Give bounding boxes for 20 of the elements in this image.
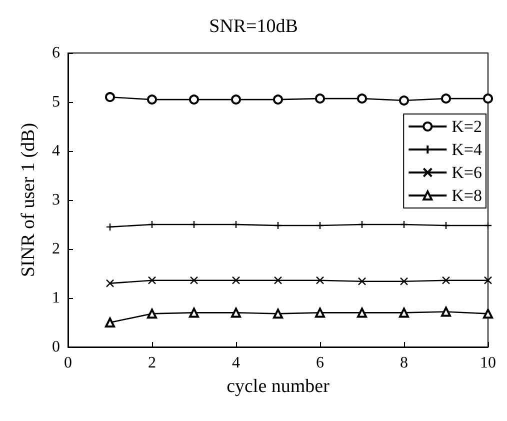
y-tick-label: 6 [52, 44, 60, 62]
x-tick-label: 10 [480, 354, 496, 372]
x-tick-label: 4 [232, 354, 240, 372]
y-tick-label: 3 [52, 192, 60, 208]
legend-label: K=6 [452, 163, 482, 182]
legend-label: K=2 [452, 117, 482, 136]
x-tick-label: 6 [316, 354, 324, 372]
chart-title: SNR=10dB [209, 16, 298, 37]
y-tick-label: 4 [52, 142, 60, 160]
y-tick-label: 1 [52, 290, 60, 306]
legend-label: K=4 [452, 140, 482, 159]
legend-label: K=8 [452, 186, 482, 205]
x-tick-label: 8 [400, 354, 408, 372]
y-tick-label: 5 [52, 94, 60, 110]
x-tick-label: 2 [148, 354, 156, 372]
y-axis-title: SINR of user 1 (dB) [18, 122, 39, 278]
x-axis-title: cycle number [226, 376, 330, 397]
y-tick-label: 0 [52, 338, 60, 356]
y-tick-label: 2 [52, 240, 60, 258]
x-tick-label: 0 [64, 354, 72, 372]
